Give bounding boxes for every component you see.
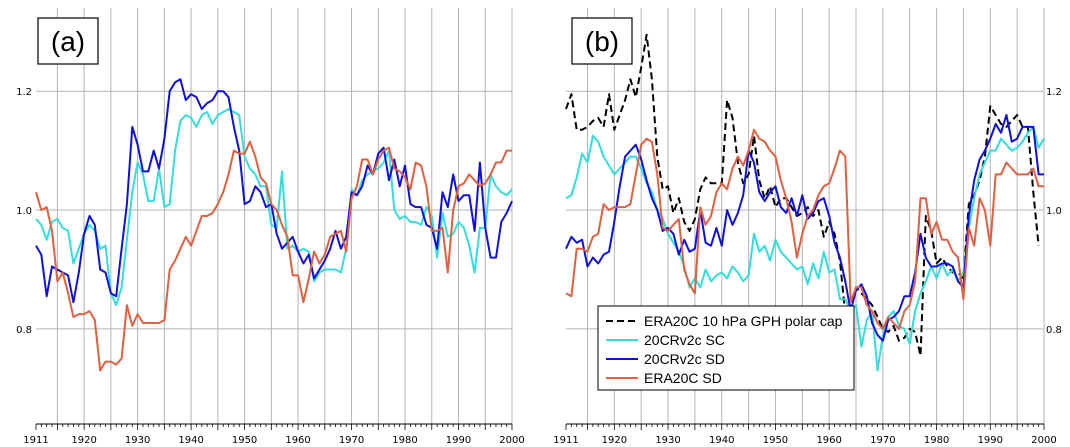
- series-line-era20c-sd: [565, 128, 1044, 330]
- x-tick-label: 1911: [553, 435, 578, 446]
- legend-box: [597, 305, 855, 391]
- series-line-era20c-sd: [35, 140, 512, 372]
- y-tick-label: 1.2: [1046, 87, 1062, 98]
- x-tick-label: 1970: [339, 435, 364, 446]
- panel-label: (b): [585, 26, 619, 57]
- x-tick-label: 2000: [1031, 435, 1056, 446]
- x-tick-label: 1960: [816, 435, 841, 446]
- y-tick-label: 1.2: [16, 87, 32, 98]
- legend: ERA20C 10 hPa GPH polar cap 20CRv2c SC 20C…: [597, 305, 855, 391]
- y-tick-label: 0.8: [16, 325, 32, 336]
- x-tick-label: 1930: [655, 435, 680, 446]
- legend-label-20crv2c-sd: 20CRv2c SD: [644, 351, 725, 367]
- panel-label-box: [37, 17, 99, 65]
- x-tick-label: 1940: [178, 435, 203, 446]
- x-tick-label: 1970: [870, 435, 895, 446]
- x-tick-label: 1990: [978, 435, 1003, 446]
- x-tick-label: 1980: [924, 435, 949, 446]
- x-tick-label: 2000: [499, 435, 524, 446]
- y-tick-label: 0.8: [1046, 325, 1062, 336]
- x-tick-label: 1990: [446, 435, 471, 446]
- series-line-20crv2c-sc: [35, 108, 513, 307]
- x-tick-label: 1920: [71, 435, 96, 446]
- x-tick-label: 1930: [125, 435, 150, 446]
- y-tick-label: 1.0: [1046, 206, 1062, 217]
- x-tick-label: 1950: [232, 435, 257, 446]
- x-tick-label: 1940: [709, 435, 734, 446]
- x-tick-label: 1960: [285, 435, 310, 446]
- x-tick-label: 1950: [763, 435, 788, 446]
- legend-label-era20c-10-hpa-gph-polar-cap: ERA20C 10 hPa GPH polar cap: [644, 313, 843, 329]
- x-tick-label: 1980: [392, 435, 417, 446]
- y-tick-label: 1.0: [16, 206, 32, 217]
- x-tick-label: 1911: [23, 435, 48, 446]
- panel-b: 1911 1920 1930 1940 1950 1960 1970 1980 1990 2000…: [553, 8, 1062, 446]
- panel-label: (a): [51, 26, 85, 57]
- x-tick-label: 1920: [602, 435, 627, 446]
- panel-a: 1911 1920 1930 1940 1950 1960 1970 1980 1990 2000…: [16, 8, 525, 446]
- panel-label-box: [571, 17, 633, 65]
- legend-label-era20c-sd: ERA20C SD: [644, 370, 722, 386]
- legend-label-20crv2c-sc: 20CRv2c SC: [644, 332, 725, 348]
